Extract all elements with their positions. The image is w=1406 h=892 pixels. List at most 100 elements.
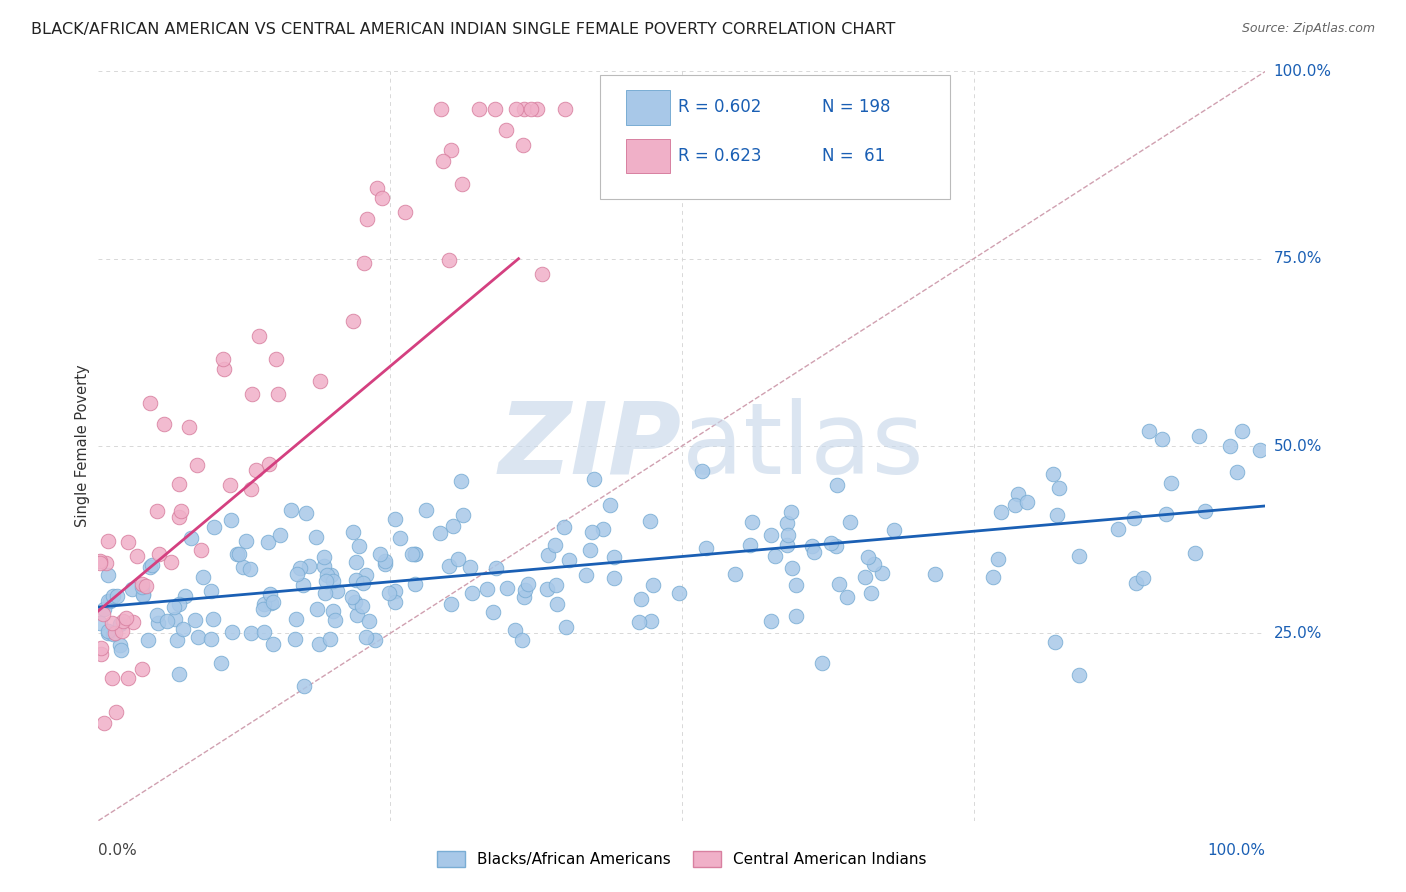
Point — [475, 582, 498, 596]
Text: 100.0%: 100.0% — [1208, 843, 1265, 858]
Text: N = 198: N = 198 — [823, 98, 890, 116]
Point — [364, 633, 387, 648]
Point — [1043, 635, 1066, 649]
Point — [344, 555, 367, 569]
Point — [90, 640, 112, 655]
Point — [638, 514, 661, 528]
Point — [924, 567, 946, 582]
Point — [240, 626, 263, 640]
Point — [453, 508, 475, 522]
Point — [440, 597, 463, 611]
Point — [139, 559, 162, 574]
Point — [307, 602, 329, 616]
Point — [599, 499, 621, 513]
Point — [1123, 511, 1146, 525]
Point — [575, 567, 598, 582]
Text: 100.0%: 100.0% — [1274, 64, 1331, 78]
Point — [374, 557, 396, 571]
Point — [219, 513, 242, 527]
Point — [269, 527, 291, 541]
Text: Source: ZipAtlas.com: Source: ZipAtlas.com — [1241, 22, 1375, 36]
Point — [308, 375, 330, 389]
Point — [581, 524, 603, 539]
Point — [131, 662, 153, 676]
Point — [820, 536, 842, 550]
Point — [1125, 575, 1147, 590]
Point — [131, 580, 153, 594]
Point — [96, 556, 118, 570]
Point — [165, 612, 187, 626]
Point — [513, 102, 536, 116]
Point — [668, 586, 690, 600]
Point — [870, 566, 893, 580]
Point — [1007, 486, 1029, 500]
Point — [785, 578, 807, 592]
Point — [316, 568, 339, 582]
Point — [439, 252, 461, 267]
FancyBboxPatch shape — [626, 139, 671, 173]
Point — [225, 547, 247, 561]
Point — [1230, 424, 1253, 438]
Point — [105, 589, 128, 603]
FancyBboxPatch shape — [626, 90, 671, 125]
Point — [167, 477, 190, 491]
Text: BLACK/AFRICAN AMERICAN VS CENTRAL AMERICAN INDIAN SINGLE FEMALE POVERTY CORRELAT: BLACK/AFRICAN AMERICAN VS CENTRAL AMERIC… — [31, 22, 896, 37]
Point — [450, 474, 472, 488]
Point — [110, 642, 132, 657]
Point — [240, 482, 263, 496]
Point — [173, 589, 195, 603]
Point — [346, 607, 368, 622]
Point — [319, 568, 342, 582]
Point — [404, 547, 426, 561]
Point — [776, 516, 799, 530]
Point — [803, 544, 825, 558]
Point — [91, 607, 114, 622]
Point — [1219, 439, 1241, 453]
Point — [117, 671, 139, 685]
Point — [415, 503, 437, 517]
Point — [761, 614, 783, 628]
Point — [835, 591, 858, 605]
Point — [177, 419, 200, 434]
Point — [537, 548, 560, 562]
Point — [253, 597, 276, 611]
Point — [322, 574, 344, 588]
Point — [97, 624, 120, 638]
Point — [440, 144, 463, 158]
Point — [862, 557, 884, 571]
Point — [344, 573, 367, 587]
Point — [285, 612, 308, 626]
Point — [202, 519, 225, 533]
Point — [512, 138, 534, 153]
Point — [558, 553, 581, 567]
Point — [291, 578, 314, 592]
Point — [447, 552, 470, 566]
Point — [211, 352, 233, 367]
Point — [839, 515, 862, 529]
Point — [628, 615, 651, 629]
Point — [354, 630, 377, 644]
Point — [602, 571, 624, 585]
Point — [519, 102, 541, 116]
Point — [103, 627, 125, 641]
Text: 75.0%: 75.0% — [1274, 252, 1322, 266]
Point — [1184, 546, 1206, 560]
Text: ZIP: ZIP — [499, 398, 682, 494]
Point — [146, 607, 169, 622]
Point — [172, 622, 194, 636]
Point — [1150, 432, 1173, 446]
Point — [112, 615, 135, 629]
Point — [167, 509, 190, 524]
Point — [200, 584, 222, 599]
Point — [117, 535, 139, 549]
Point — [240, 387, 263, 401]
Point — [824, 539, 846, 553]
Point — [97, 626, 120, 640]
Point — [264, 351, 287, 366]
Point — [285, 566, 308, 581]
Point — [148, 616, 170, 631]
Text: 25.0%: 25.0% — [1274, 626, 1322, 640]
Point — [262, 636, 284, 650]
Point — [855, 570, 877, 584]
Point — [1132, 571, 1154, 585]
